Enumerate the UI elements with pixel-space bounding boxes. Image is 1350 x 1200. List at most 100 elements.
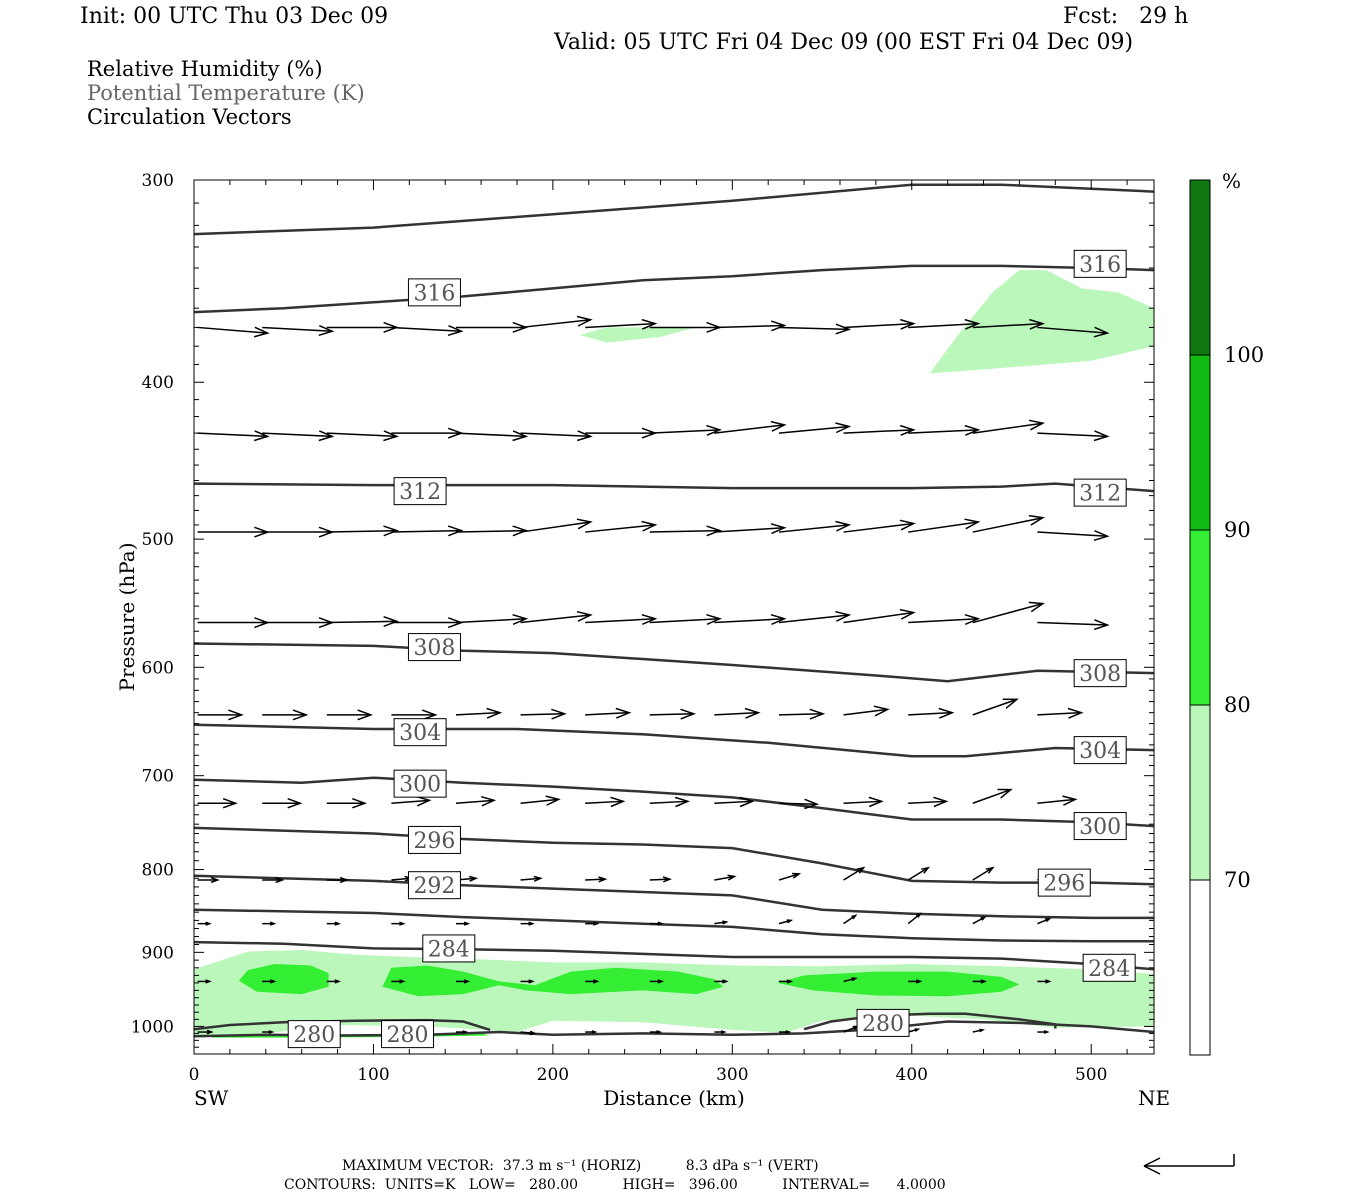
circulation-vector-head xyxy=(463,921,471,926)
circulation-vector xyxy=(843,322,914,329)
circulation-vector xyxy=(1037,798,1076,804)
circulation-vector xyxy=(391,326,462,332)
circulation-vector xyxy=(778,614,850,624)
circulation-vector xyxy=(455,529,526,533)
circulation-vector xyxy=(455,711,501,716)
circulation-vector-head xyxy=(656,1030,662,1034)
circulation-vector-head xyxy=(592,921,600,926)
contour-label-box xyxy=(381,1020,435,1049)
circulation-vector-head xyxy=(1028,514,1045,526)
contour-label-284: 284 xyxy=(1088,957,1130,982)
contour-label-300: 300 xyxy=(1079,815,1121,840)
circulation-vector-head xyxy=(851,977,858,982)
colorbar-unit: % xyxy=(1222,169,1241,193)
circulation-vector-head xyxy=(680,708,696,720)
circulation-vector-head xyxy=(1093,530,1110,542)
contour-label-box xyxy=(1082,953,1136,982)
circulation-vector-head xyxy=(469,875,479,882)
contour-label-box xyxy=(1073,736,1127,765)
circulation-vector-head xyxy=(576,610,593,622)
circulation-vector xyxy=(778,326,849,331)
circulation-vector xyxy=(649,878,670,881)
circulation-vector-head xyxy=(545,795,561,806)
circulation-vector-head xyxy=(899,519,916,531)
valid-time: Valid: 05 UTC Fri 04 Dec 09 (00 EST Fri … xyxy=(554,30,1134,55)
circulation-vector xyxy=(778,524,850,533)
circulation-vector-head xyxy=(657,921,665,926)
circulation-vector xyxy=(908,711,953,716)
circulation-vector xyxy=(714,324,785,329)
colorbar-label: 90 xyxy=(1224,518,1251,542)
circulation-vector-head xyxy=(770,613,787,625)
theta-contour-304 xyxy=(194,723,1154,758)
circulation-vector-head xyxy=(980,979,988,984)
circulation-vector xyxy=(714,875,735,881)
rh-area-70-80-1 xyxy=(929,270,1154,374)
circulation-vector-head xyxy=(770,523,787,535)
rh-area-70-80-2 xyxy=(579,327,697,343)
circulation-vector xyxy=(972,422,1043,434)
circulation-vector xyxy=(843,1025,858,1033)
circulation-vector-head xyxy=(1002,698,1019,709)
circulation-vector-head xyxy=(253,326,270,338)
circulation-vector-head xyxy=(486,707,503,719)
circulation-vector-head xyxy=(592,979,600,984)
circulation-vector-head xyxy=(551,708,567,720)
circulation-vector xyxy=(520,877,541,881)
circulation-vector-head xyxy=(662,876,672,883)
circulation-vector-head xyxy=(899,608,916,620)
circulation-vector-head xyxy=(205,921,212,926)
circulation-vector-head xyxy=(657,979,665,984)
circulation-vector-head xyxy=(720,1030,727,1034)
circulation-vector-head xyxy=(804,798,820,810)
x-tick-label: 100 xyxy=(357,1065,389,1085)
circulation-vector xyxy=(520,319,591,329)
circulation-vector-head xyxy=(744,707,761,719)
circulation-vector-head xyxy=(706,525,722,537)
contour-label-280: 280 xyxy=(862,1012,904,1037)
circulation-vector xyxy=(843,800,882,804)
circulation-vector-head xyxy=(615,707,632,719)
contour-label-box xyxy=(393,769,447,798)
circulation-vector xyxy=(908,521,979,533)
circulation-vector-head xyxy=(641,520,658,532)
y-tick-label: 800 xyxy=(142,861,174,881)
circulation-vector xyxy=(908,429,979,434)
circulation-vector xyxy=(585,618,656,624)
contour-info: CONTOURS: UNITS=K LOW= 280.00 HIGH= 396.… xyxy=(284,1177,946,1193)
contour-label-box xyxy=(856,1008,910,1037)
circulation-vector-head xyxy=(528,921,535,926)
circulation-vector-head xyxy=(933,796,949,808)
contour-label-308: 308 xyxy=(413,636,455,661)
circulation-vector xyxy=(262,326,333,332)
circulation-vector xyxy=(1037,531,1108,538)
circulation-vector-head xyxy=(786,979,794,984)
circulation-vector xyxy=(1037,326,1108,334)
circulation-vector-head xyxy=(268,1030,275,1034)
circulation-vector-head xyxy=(791,872,802,879)
circulation-vector xyxy=(326,620,397,624)
theta-contour-300 xyxy=(194,776,1154,828)
circulation-vector xyxy=(197,326,268,334)
circulation-vector-head xyxy=(610,796,626,808)
circulation-vector-head xyxy=(641,613,658,625)
contour-label-308: 308 xyxy=(1079,662,1121,687)
colorbar-segment xyxy=(1189,529,1211,706)
circulation-vector-head xyxy=(399,979,406,984)
contour-label-box xyxy=(407,278,461,307)
legend-theta: Potential Temperature (K) xyxy=(87,81,365,105)
circulation-vector-head xyxy=(727,874,737,881)
contour-label-box xyxy=(287,1020,341,1049)
contour-label-box xyxy=(1037,868,1091,897)
y-tick-label: 900 xyxy=(142,943,174,963)
circulation-vector-head xyxy=(591,1030,598,1034)
y-tick-label: 300 xyxy=(142,171,174,191)
circulation-vector-head xyxy=(722,979,729,984)
circulation-vector-head xyxy=(835,422,852,434)
x-tick-label: 200 xyxy=(537,1065,569,1085)
contour-label-box xyxy=(407,633,461,662)
circulation-vector-head xyxy=(205,979,212,984)
circulation-vector xyxy=(649,429,720,434)
contour-label-box xyxy=(407,871,461,900)
circulation-vector-head xyxy=(964,424,981,436)
